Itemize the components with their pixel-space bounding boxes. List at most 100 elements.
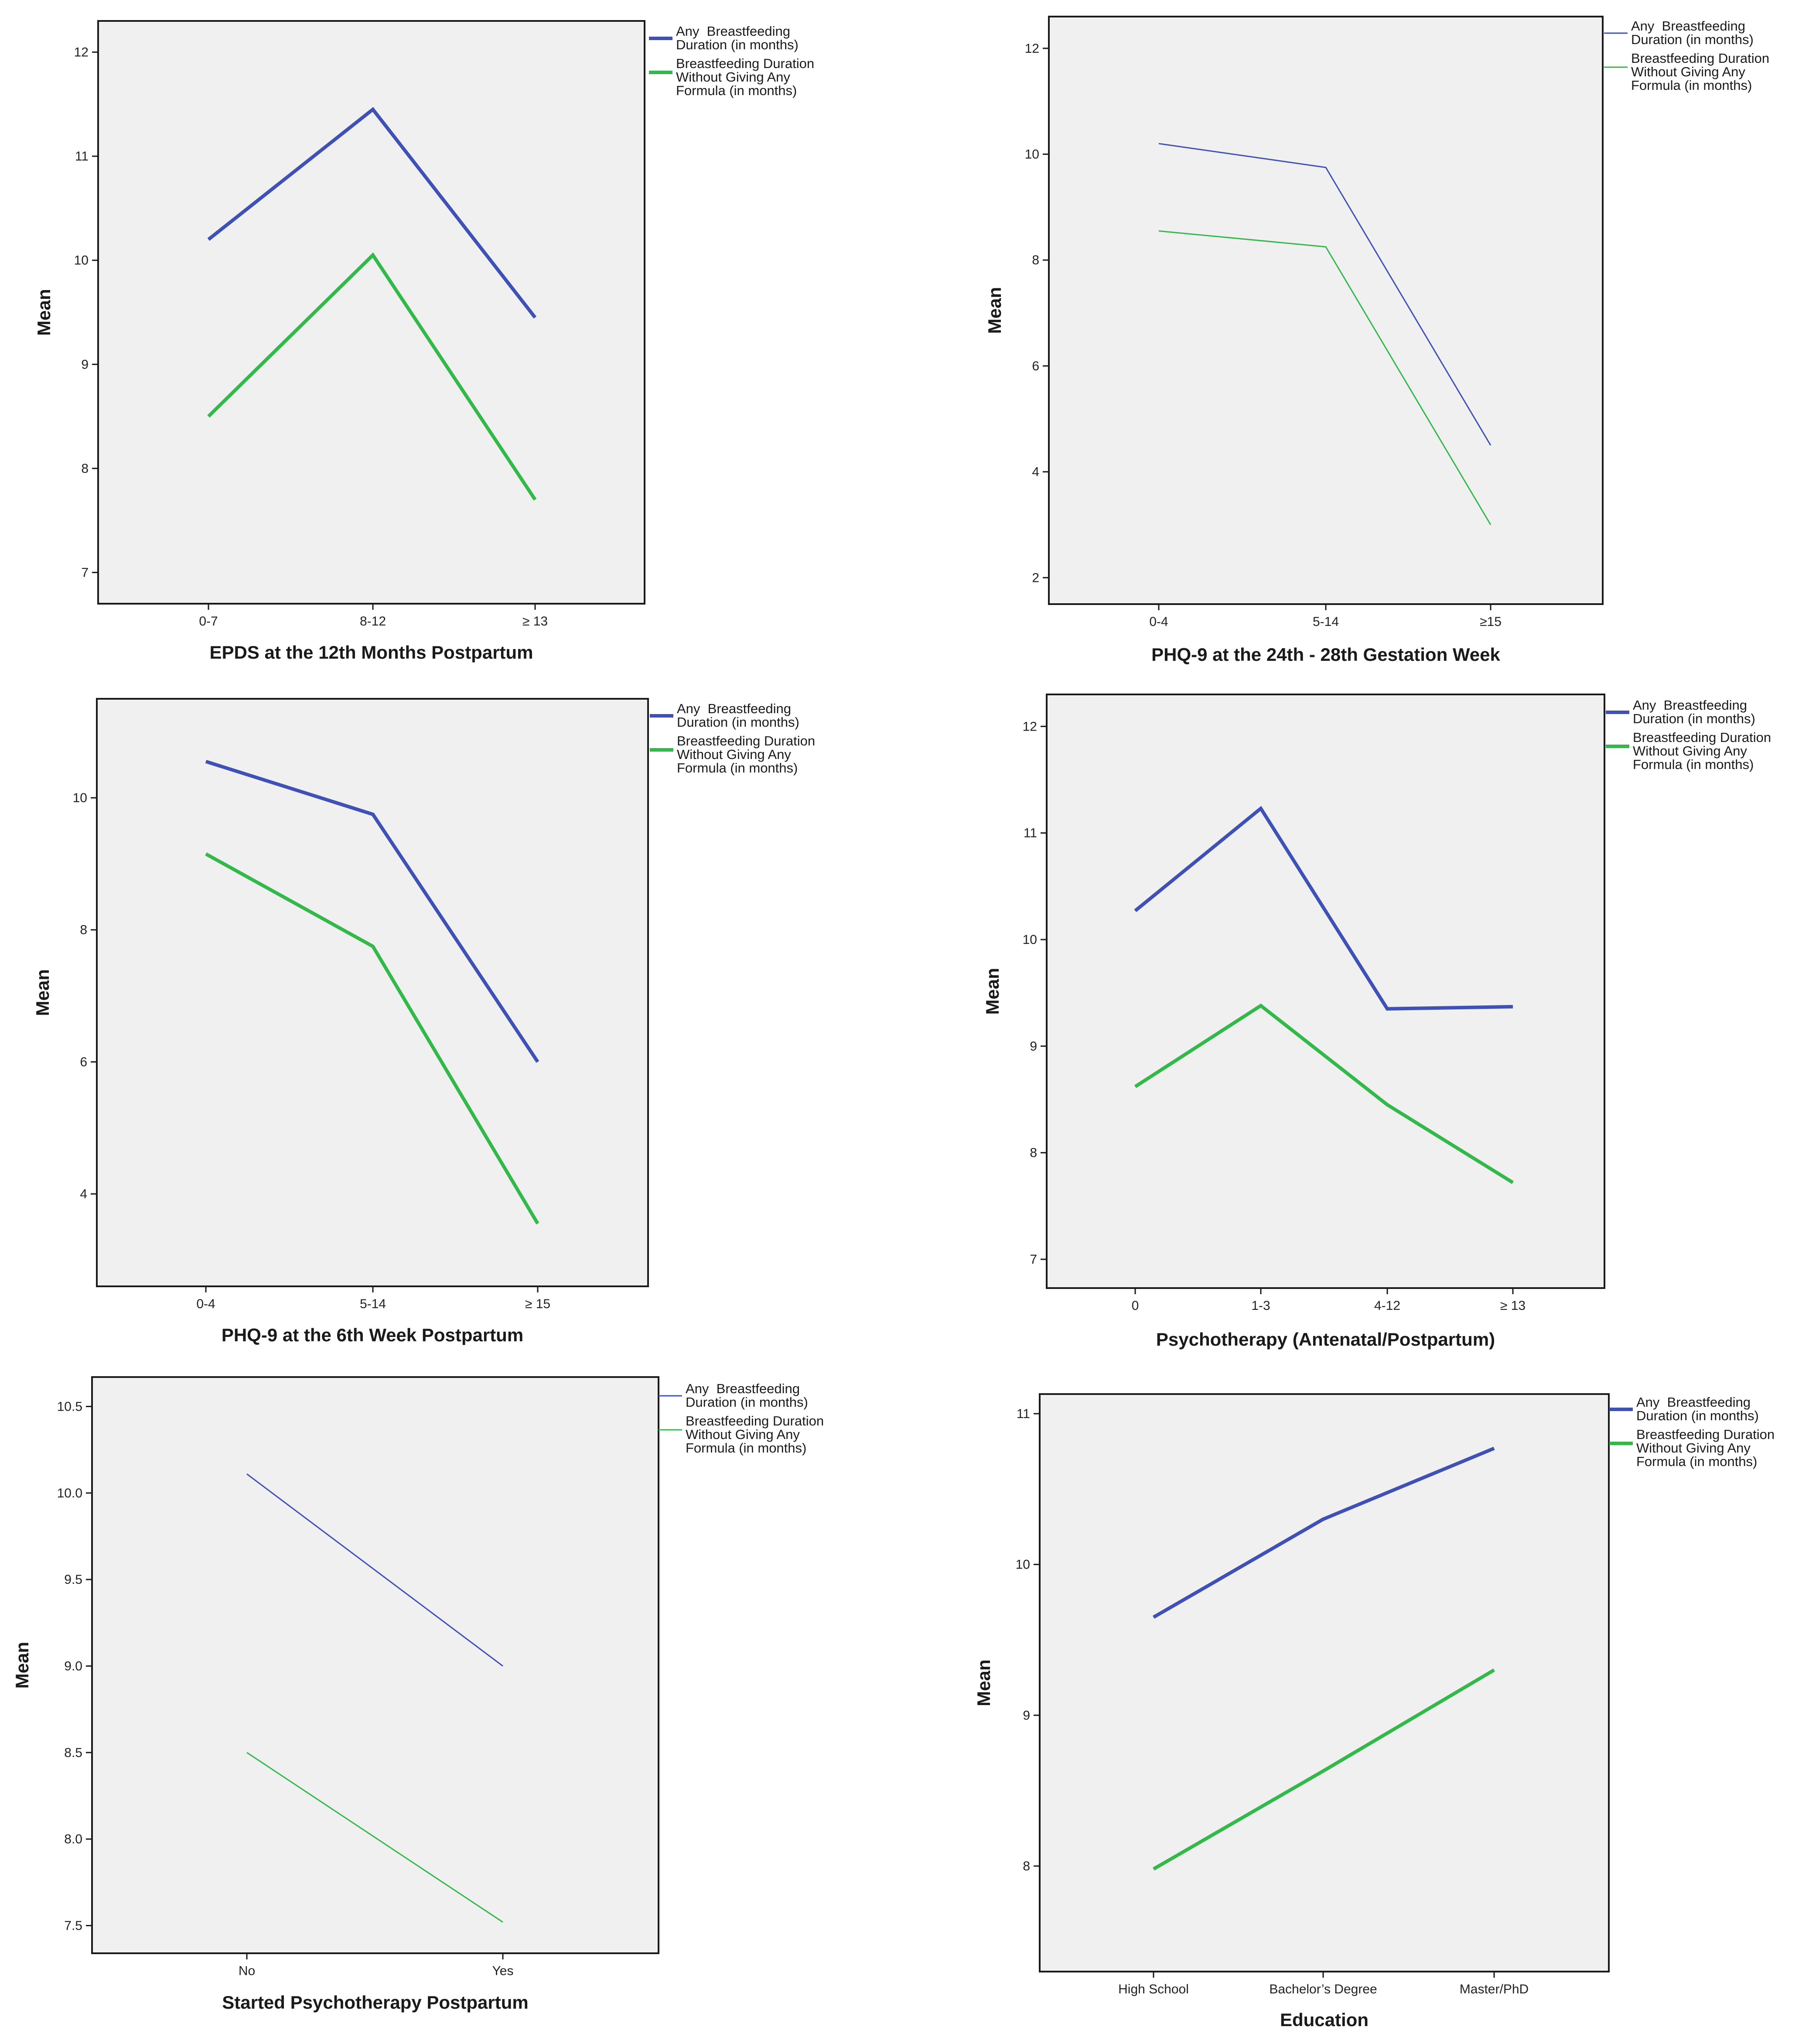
legend-label: Formula (in months) xyxy=(686,1440,806,1456)
y-tick-label: 11 xyxy=(1024,826,1037,841)
legend-label: Any Breastfeeding xyxy=(1631,18,1745,34)
y-axis-title: Mean xyxy=(984,287,1005,334)
y-tick-label: 6 xyxy=(1032,359,1039,373)
series-any-breastfeeding-line xyxy=(1134,806,1513,1011)
y-axis-title: Mean xyxy=(32,969,53,1016)
y-tick-label: 9.5 xyxy=(64,1572,82,1587)
x-tick-label: 0-4 xyxy=(1149,615,1168,629)
x-tick-label: 5-14 xyxy=(360,1297,386,1311)
legend-label: Duration (in months) xyxy=(686,1395,808,1410)
y-tick-label: 10 xyxy=(1016,1558,1030,1572)
x-tick-label: High School xyxy=(1118,1982,1189,1996)
legend-label: Breastfeeding Duration xyxy=(1633,730,1771,745)
legend-label: Duration (in months) xyxy=(1636,1408,1759,1423)
y-tick-label: 9 xyxy=(81,357,89,372)
legend-label: Any Breastfeeding xyxy=(677,701,791,716)
y-tick-label: 9 xyxy=(1023,1708,1030,1723)
chart-panel-4: 7 8 9 10 11 12 0 1-3 4-12 ≥ 13 Psychotherapy (Ante… xyxy=(982,694,1771,1350)
plot-area xyxy=(1048,16,1604,605)
y-tick-label: 11 xyxy=(75,149,89,164)
legend-label: Breastfeeding Duration xyxy=(676,56,814,71)
legend-label: Formula (in months) xyxy=(677,760,798,776)
y-tick-label: 8.0 xyxy=(64,1832,82,1846)
y-tick-label: 8 xyxy=(1030,1146,1037,1160)
y-tick-label: 7 xyxy=(81,565,89,580)
y-axis-title: Mean xyxy=(982,968,1003,1015)
legend-label: Breastfeeding Duration xyxy=(677,733,815,749)
y-tick-label: 4 xyxy=(80,1187,87,1201)
y-axis-title: Mean xyxy=(973,1659,994,1706)
x-tick-label: 0-4 xyxy=(196,1297,215,1311)
x-axis-title: EPDS at the 12th Months Postpartum xyxy=(209,642,533,663)
legend-label: Without Giving Any xyxy=(1631,64,1745,79)
plot-area xyxy=(96,698,649,1287)
y-tick-label: 4 xyxy=(1032,465,1039,479)
chart-panel-5: 7.5 8.0 8.5 9.0 9.5 10.0 10.5 No Yes Started Psyc… xyxy=(12,1376,824,2013)
x-tick-label: Master/PhD xyxy=(1460,1982,1529,1996)
y-tick-label: 7 xyxy=(1030,1252,1037,1267)
y-tick-label: 12 xyxy=(74,45,89,60)
plot-area xyxy=(97,20,645,605)
legend-label: Breastfeeding Duration xyxy=(1636,1427,1775,1442)
x-axis-title: Education xyxy=(1280,2010,1369,2030)
series-any-breastfeeding-line xyxy=(246,1473,503,1667)
y-tick-label: 10.5 xyxy=(57,1399,82,1414)
legend-label: Formula (in months) xyxy=(676,83,797,98)
y-tick-label: 12 xyxy=(1025,41,1039,56)
x-tick-label: 4-12 xyxy=(1374,1299,1400,1313)
x-axis-title: PHQ-9 at the 6th Week Postpartum xyxy=(222,1325,523,1345)
legend-label: Without Giving Any xyxy=(1633,743,1747,759)
legend-label: Without Giving Any xyxy=(676,69,790,85)
x-tick-label: ≥ 13 xyxy=(1500,1299,1526,1313)
legend-label: Formula (in months) xyxy=(1631,78,1752,93)
x-tick-label: ≥ 13 xyxy=(522,614,548,629)
y-tick-label: 8.5 xyxy=(64,1746,82,1760)
x-axis-title: PHQ-9 at the 24th - 28th Gestation Week xyxy=(1151,644,1500,665)
legend-label: Without Giving Any xyxy=(677,747,791,762)
plot-area xyxy=(1039,1393,1610,1972)
x-tick-label: Bachelor’s Degree xyxy=(1269,1982,1377,1996)
series-no-formula-line xyxy=(246,1752,503,1923)
y-tick-label: 2 xyxy=(1032,571,1039,585)
legend-label: Breastfeeding Duration xyxy=(1631,51,1769,66)
y-tick-label: 8 xyxy=(80,923,87,937)
y-tick-label: 8 xyxy=(81,461,89,476)
x-tick-label: ≥ 15 xyxy=(525,1297,550,1311)
y-tick-label: 10.0 xyxy=(57,1486,82,1501)
x-axis-title: Psychotherapy (Antenatal/Postpartum) xyxy=(1156,1329,1495,1350)
series-no-formula-line xyxy=(1134,1003,1514,1184)
chart-panel-6: 8 9 10 11 High School Bachelor’s Degree Master… xyxy=(973,1393,1775,2030)
x-tick-label: 8-12 xyxy=(360,614,386,629)
chart-panel-2: 2 4 6 8 10 12 0-4 5-14 ≥15 PHQ-9 at the 24th - 28… xyxy=(984,16,1769,665)
x-tick-label: Yes xyxy=(492,1964,514,1978)
legend-label: Duration (in months) xyxy=(676,37,799,52)
legend-label: Duration (in months) xyxy=(1631,32,1754,47)
legend-label: Formula (in months) xyxy=(1633,757,1754,772)
plot-area xyxy=(91,1376,659,1954)
x-tick-label: 1-3 xyxy=(1251,1299,1270,1313)
x-tick-label: 5-14 xyxy=(1313,615,1339,629)
y-tick-label: 12 xyxy=(1023,719,1037,734)
legend-label: Any Breastfeeding xyxy=(1633,697,1747,713)
y-tick-label: 11 xyxy=(1017,1407,1030,1421)
x-tick-label: No xyxy=(239,1964,255,1978)
y-tick-label: 9.0 xyxy=(64,1659,82,1673)
y-tick-label: 8 xyxy=(1023,1859,1030,1873)
legend-label: Breastfeeding Duration xyxy=(686,1413,824,1429)
y-axis-title: Mean xyxy=(34,289,54,335)
legend-label: Any Breastfeeding xyxy=(1636,1395,1751,1410)
y-tick-label: 10 xyxy=(73,791,87,805)
legend-label: Duration (in months) xyxy=(1633,711,1755,726)
legend-label: Duration (in months) xyxy=(677,714,799,730)
x-tick-label: 0-7 xyxy=(199,614,218,629)
legend-label: Without Giving Any xyxy=(1636,1440,1751,1456)
x-tick-label: ≥15 xyxy=(1480,615,1502,629)
